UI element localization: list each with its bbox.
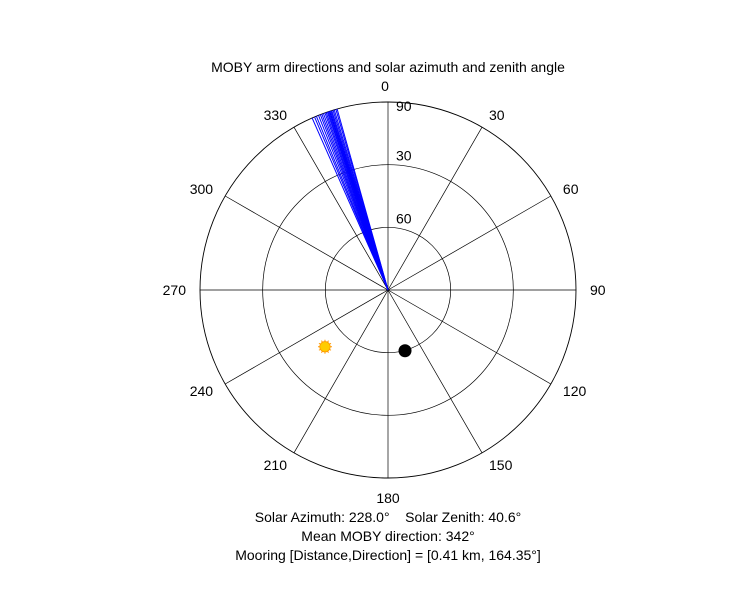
theta-tick-label: 300 — [190, 181, 214, 197]
grid-spoke-60 — [387, 195, 551, 291]
moby-arm-lines — [311, 108, 389, 291]
grid-spoke-240 — [225, 289, 389, 385]
theta-tick-label: 30 — [489, 107, 505, 123]
grid-spoke-120 — [387, 289, 551, 385]
sun-disc — [319, 341, 331, 353]
theta-tick-label: 150 — [489, 457, 513, 473]
grid-spoke-30 — [387, 127, 483, 291]
theta-tick-label: 120 — [563, 383, 587, 399]
tick-labels: 0 30 60 90 120 150 180 210 240 270 300 330 30 60 90 — [163, 78, 606, 506]
radial-tick-label: 30 — [396, 148, 412, 164]
polar-grid — [199, 101, 577, 479]
grid-spoke-330 — [293, 127, 389, 291]
mean-moby-direction-line: Mean MOBY direction: 342° — [301, 528, 474, 544]
mooring-marker — [398, 344, 412, 358]
chart-title: MOBY arm directions and solar azimuth an… — [211, 59, 565, 75]
radial-tick-label: 60 — [396, 210, 412, 226]
solar-info-line: Solar Azimuth: 228.0° Solar Zenith: 40.6… — [255, 509, 521, 525]
moby-arm-line — [336, 108, 389, 291]
grid-spoke-210 — [293, 289, 389, 453]
grid-spoke-300 — [225, 195, 389, 291]
mooring-info-line: Mooring [Distance,Direction] = [0.41 km,… — [235, 547, 541, 563]
theta-tick-label: 90 — [590, 282, 606, 298]
radial-tick-label: 90 — [396, 98, 412, 114]
theta-tick-label: 60 — [563, 181, 579, 197]
sun-marker — [317, 339, 332, 354]
theta-tick-label: 330 — [264, 107, 288, 123]
theta-tick-label: 180 — [376, 490, 400, 506]
theta-tick-label: 270 — [163, 282, 187, 298]
grid-spoke-150 — [387, 289, 483, 453]
theta-tick-label: 240 — [190, 383, 214, 399]
theta-tick-label: 0 — [381, 78, 389, 94]
markers — [317, 339, 412, 358]
theta-tick-label: 210 — [264, 457, 288, 473]
